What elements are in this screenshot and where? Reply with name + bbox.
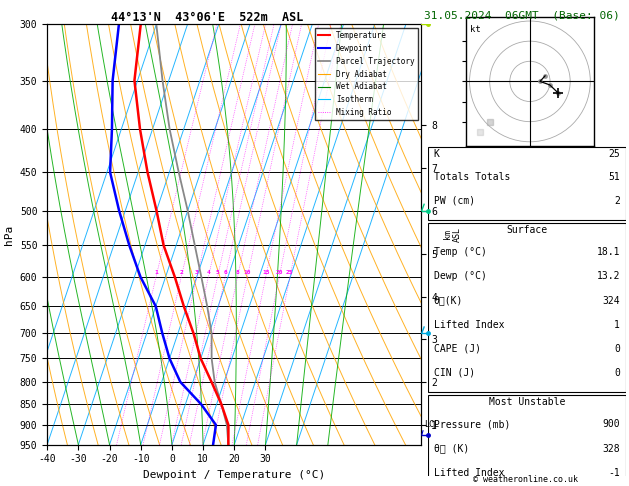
Text: Pressure (mb): Pressure (mb) xyxy=(433,419,510,430)
Text: © weatheronline.co.uk: © weatheronline.co.uk xyxy=(473,474,577,484)
Text: Lifted Index: Lifted Index xyxy=(433,468,504,478)
Text: 25: 25 xyxy=(286,270,294,275)
Bar xyxy=(428,147,626,220)
Text: kt: kt xyxy=(470,25,481,34)
Y-axis label: km
ASL: km ASL xyxy=(443,227,462,242)
Text: -1: -1 xyxy=(608,468,620,478)
Text: 1: 1 xyxy=(614,320,620,330)
Text: 44°13'N  43°06'E  522m  ASL: 44°13'N 43°06'E 522m ASL xyxy=(111,11,304,24)
X-axis label: Dewpoint / Temperature (°C): Dewpoint / Temperature (°C) xyxy=(143,470,325,480)
Text: 2: 2 xyxy=(179,270,183,275)
Text: 328: 328 xyxy=(603,444,620,453)
Text: 10: 10 xyxy=(243,270,251,275)
Text: 13.2: 13.2 xyxy=(596,271,620,281)
Text: 5: 5 xyxy=(216,270,220,275)
Text: 2: 2 xyxy=(614,196,620,206)
Text: Most Unstable: Most Unstable xyxy=(489,397,565,407)
Text: Surface: Surface xyxy=(506,225,547,235)
Text: PW (cm): PW (cm) xyxy=(433,196,475,206)
Text: 4: 4 xyxy=(206,270,210,275)
Text: 1: 1 xyxy=(154,270,158,275)
Text: Lifted Index: Lifted Index xyxy=(433,320,504,330)
Text: 31.05.2024  06GMT  (Base: 06): 31.05.2024 06GMT (Base: 06) xyxy=(424,11,620,21)
Text: 8: 8 xyxy=(236,270,240,275)
Text: LCL: LCL xyxy=(424,420,439,430)
Text: θᴄ (K): θᴄ (K) xyxy=(433,444,469,453)
Text: CAPE (J): CAPE (J) xyxy=(433,344,481,354)
Text: Dewp (°C): Dewp (°C) xyxy=(433,271,487,281)
Text: 0: 0 xyxy=(614,344,620,354)
Text: 20: 20 xyxy=(276,270,283,275)
Text: 900: 900 xyxy=(603,419,620,430)
Bar xyxy=(428,395,626,486)
Text: K: K xyxy=(433,149,440,159)
Text: 0: 0 xyxy=(614,368,620,378)
Bar xyxy=(428,223,626,392)
Text: Totals Totals: Totals Totals xyxy=(433,172,510,182)
Text: 6: 6 xyxy=(223,270,227,275)
Text: 3: 3 xyxy=(195,270,199,275)
Legend: Temperature, Dewpoint, Parcel Trajectory, Dry Adiabat, Wet Adiabat, Isotherm, Mi: Temperature, Dewpoint, Parcel Trajectory… xyxy=(315,28,418,120)
Text: 15: 15 xyxy=(262,270,269,275)
Text: θᴄ(K): θᴄ(K) xyxy=(433,295,463,306)
Text: 18.1: 18.1 xyxy=(596,247,620,257)
Y-axis label: hPa: hPa xyxy=(4,225,14,244)
Text: Temp (°C): Temp (°C) xyxy=(433,247,487,257)
Text: 324: 324 xyxy=(603,295,620,306)
Text: 51: 51 xyxy=(608,172,620,182)
Text: 25: 25 xyxy=(608,149,620,159)
Text: CIN (J): CIN (J) xyxy=(433,368,475,378)
